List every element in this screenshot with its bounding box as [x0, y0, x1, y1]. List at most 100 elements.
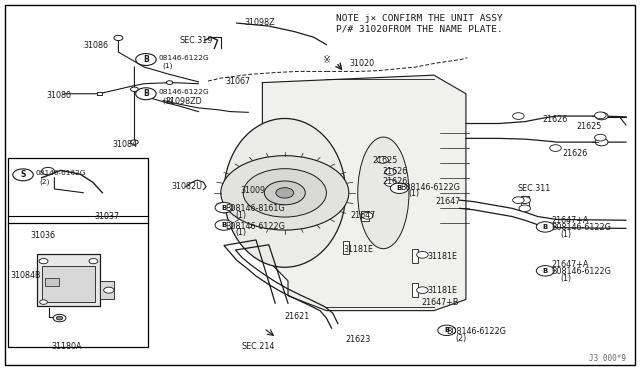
Text: 31181E: 31181E — [428, 252, 458, 261]
Text: (2): (2) — [456, 334, 467, 343]
Circle shape — [264, 181, 305, 205]
Circle shape — [550, 145, 561, 151]
Text: 21626: 21626 — [562, 149, 587, 158]
Text: 31036: 31036 — [31, 231, 56, 240]
Text: J3 000*9: J3 000*9 — [589, 354, 626, 363]
Bar — [412, 249, 418, 263]
Bar — [361, 211, 369, 221]
Text: NOTE j× CONFIRM THE UNIT ASSY: NOTE j× CONFIRM THE UNIT ASSY — [336, 14, 503, 23]
Bar — [521, 196, 529, 206]
Text: B: B — [221, 222, 227, 228]
Text: 31009: 31009 — [240, 186, 265, 195]
Text: B: B — [143, 55, 148, 64]
Text: (1): (1) — [236, 228, 246, 237]
Bar — [97, 92, 102, 95]
Text: B: B — [543, 224, 548, 230]
Text: 31180A: 31180A — [51, 342, 82, 351]
Circle shape — [276, 187, 294, 198]
Circle shape — [136, 54, 156, 65]
Text: ※: ※ — [323, 55, 330, 64]
Text: 08146-6122G: 08146-6122G — [159, 89, 209, 95]
Text: 21647: 21647 — [435, 197, 460, 206]
Circle shape — [215, 202, 233, 213]
Text: (1): (1) — [236, 211, 246, 219]
Circle shape — [42, 167, 54, 175]
Text: 21647+B: 21647+B — [421, 298, 458, 307]
Ellipse shape — [358, 137, 409, 248]
Text: 31181E: 31181E — [343, 245, 373, 254]
Bar — [45, 278, 59, 286]
Text: B: B — [444, 327, 449, 333]
Text: (1): (1) — [560, 230, 571, 239]
Circle shape — [417, 251, 428, 258]
Text: 21625: 21625 — [372, 156, 398, 165]
Text: 31082U: 31082U — [172, 182, 203, 190]
Circle shape — [131, 87, 138, 92]
Text: 21647+A: 21647+A — [552, 216, 589, 225]
Text: SEC.214: SEC.214 — [242, 342, 275, 351]
Text: 31098ZD: 31098ZD — [165, 97, 202, 106]
Circle shape — [362, 212, 373, 219]
Circle shape — [519, 205, 531, 212]
Circle shape — [39, 259, 48, 264]
Circle shape — [513, 113, 524, 119]
Circle shape — [377, 157, 388, 163]
Circle shape — [56, 316, 63, 320]
Circle shape — [166, 81, 173, 84]
Text: SEC.311: SEC.311 — [517, 185, 550, 193]
Circle shape — [131, 140, 138, 144]
Bar — [8, 158, 148, 224]
Bar — [8, 223, 148, 347]
Circle shape — [215, 220, 233, 230]
Text: B08146-8161G: B08146-8161G — [225, 204, 285, 213]
Circle shape — [519, 197, 531, 203]
Circle shape — [13, 169, 33, 181]
Circle shape — [390, 183, 408, 193]
Circle shape — [385, 169, 396, 175]
Circle shape — [417, 287, 428, 294]
Text: (1): (1) — [163, 63, 173, 70]
Text: 31020: 31020 — [349, 60, 374, 68]
Text: (1): (1) — [408, 189, 419, 198]
Bar — [412, 283, 418, 297]
Text: 21647: 21647 — [351, 211, 376, 219]
Text: B08146-6122G: B08146-6122G — [552, 223, 612, 232]
Text: 31181E: 31181E — [428, 286, 458, 295]
Text: 08146-6122G: 08146-6122G — [159, 55, 209, 61]
Circle shape — [114, 35, 123, 41]
Circle shape — [248, 185, 266, 195]
Text: 31080: 31080 — [46, 92, 71, 100]
Text: 21626: 21626 — [383, 177, 408, 186]
Text: B08146-6122G: B08146-6122G — [552, 267, 612, 276]
Circle shape — [513, 197, 524, 203]
Text: 31098Z: 31098Z — [244, 18, 275, 27]
Text: 31067: 31067 — [225, 77, 250, 86]
Circle shape — [595, 112, 608, 120]
Text: (1): (1) — [163, 97, 173, 104]
Bar — [343, 241, 349, 254]
Circle shape — [536, 222, 554, 232]
Circle shape — [136, 88, 156, 100]
Bar — [42, 266, 95, 302]
Text: 21623: 21623 — [346, 335, 371, 344]
Ellipse shape — [224, 118, 346, 267]
Text: 31084B: 31084B — [10, 271, 41, 280]
Text: 21625: 21625 — [576, 122, 602, 131]
Circle shape — [253, 187, 262, 192]
Bar — [100, 281, 114, 299]
Text: (2): (2) — [40, 178, 50, 185]
Text: B08146-6122G: B08146-6122G — [447, 327, 507, 336]
Text: 21621: 21621 — [285, 312, 310, 321]
Bar — [37, 254, 100, 306]
Circle shape — [53, 314, 66, 322]
Circle shape — [89, 259, 98, 264]
Text: 31086: 31086 — [83, 41, 108, 50]
Text: S: S — [20, 170, 26, 179]
Text: SEC.319: SEC.319 — [179, 36, 212, 45]
Circle shape — [595, 138, 608, 146]
Text: (1): (1) — [560, 274, 571, 283]
Circle shape — [595, 112, 606, 119]
Text: 21626: 21626 — [543, 115, 568, 124]
Circle shape — [536, 266, 554, 276]
Text: B: B — [221, 205, 227, 211]
